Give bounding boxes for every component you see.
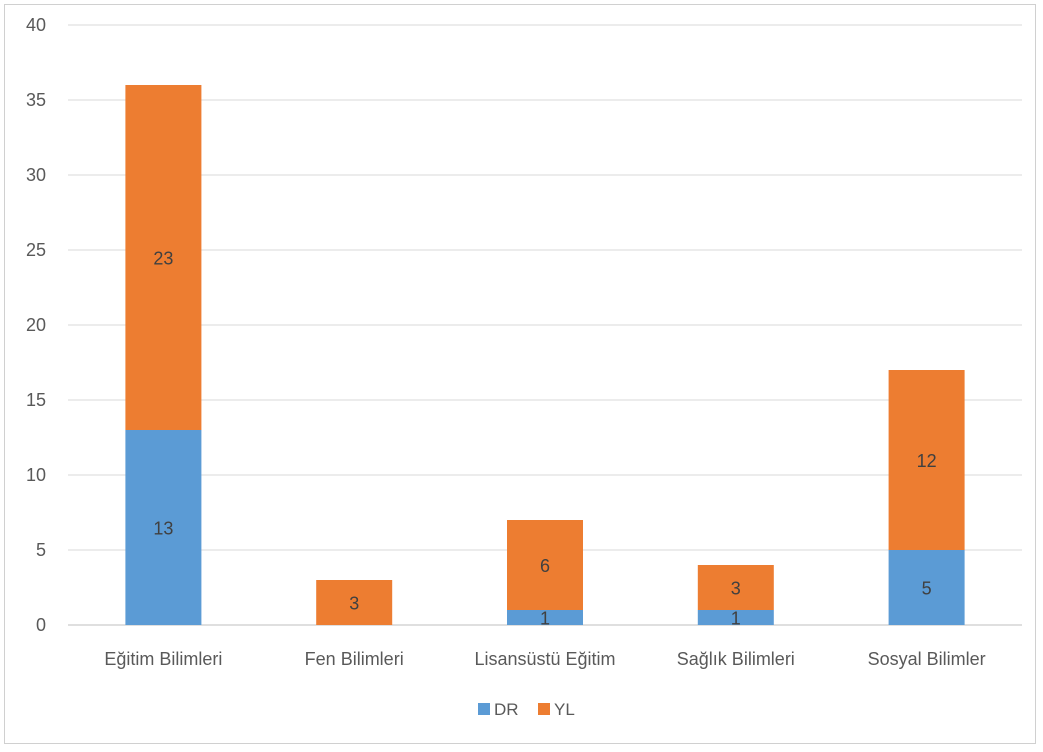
data-label: 3 bbox=[349, 594, 359, 614]
y-tick-label: 30 bbox=[26, 165, 46, 185]
y-tick-label: 5 bbox=[36, 540, 46, 560]
x-tick-label: Sosyal Bilimler bbox=[868, 649, 986, 669]
bar-dr bbox=[888, 550, 965, 625]
x-tick-label: Lisansüstü Eğitim bbox=[474, 649, 615, 669]
y-tick-label: 40 bbox=[26, 15, 46, 35]
bar-yl bbox=[888, 370, 965, 550]
data-label: 3 bbox=[731, 579, 741, 599]
y-tick-label: 25 bbox=[26, 240, 46, 260]
legend-label: DR bbox=[494, 700, 519, 719]
data-label: 6 bbox=[540, 556, 550, 576]
data-label: 1 bbox=[540, 609, 550, 629]
data-label: 5 bbox=[922, 579, 932, 599]
legend-label: YL bbox=[554, 700, 575, 719]
bar-yl bbox=[507, 520, 583, 610]
x-tick-label: Sağlık Bilimleri bbox=[677, 649, 795, 669]
data-label: 12 bbox=[917, 451, 937, 471]
y-tick-label: 35 bbox=[26, 90, 46, 110]
bar-dr bbox=[697, 610, 774, 625]
bar-dr bbox=[125, 430, 202, 625]
x-tick-label: Fen Bilimleri bbox=[305, 649, 404, 669]
x-tick-label: Eğitim Bilimleri bbox=[104, 649, 222, 669]
y-tick-label: 10 bbox=[26, 465, 46, 485]
data-label: 13 bbox=[153, 519, 173, 539]
y-tick-label: 20 bbox=[26, 315, 46, 335]
y-tick-label: 15 bbox=[26, 390, 46, 410]
bar-yl bbox=[697, 565, 774, 610]
bar-yl bbox=[316, 580, 393, 625]
bar-yl bbox=[125, 85, 202, 430]
data-label: 1 bbox=[731, 609, 741, 629]
y-tick-label: 0 bbox=[36, 615, 46, 635]
data-label: 23 bbox=[153, 249, 173, 269]
legend-swatch-dr bbox=[478, 703, 490, 715]
bar-dr bbox=[507, 610, 583, 625]
legend-swatch-yl bbox=[538, 703, 550, 715]
